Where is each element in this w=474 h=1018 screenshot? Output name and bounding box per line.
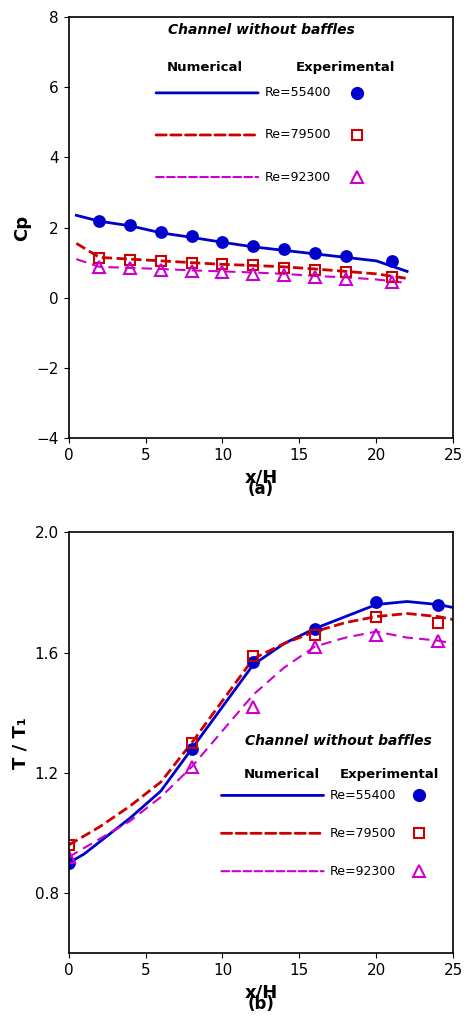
Text: Re=92300: Re=92300 bbox=[265, 171, 331, 183]
Text: Re=92300: Re=92300 bbox=[330, 864, 396, 878]
Text: Re=55400: Re=55400 bbox=[330, 789, 397, 802]
Text: Numerical: Numerical bbox=[167, 61, 243, 74]
Text: Experimental: Experimental bbox=[340, 768, 439, 781]
Text: Channel without baffles: Channel without baffles bbox=[245, 734, 431, 748]
Text: Re=79500: Re=79500 bbox=[330, 827, 397, 840]
Y-axis label: T / T₁: T / T₁ bbox=[11, 717, 29, 769]
Text: (a): (a) bbox=[248, 480, 274, 498]
Text: Re=55400: Re=55400 bbox=[265, 87, 331, 100]
X-axis label: x/H: x/H bbox=[244, 983, 278, 1002]
Text: Re=79500: Re=79500 bbox=[265, 128, 331, 142]
X-axis label: x/H: x/H bbox=[244, 468, 278, 487]
Text: (b): (b) bbox=[247, 996, 274, 1013]
Text: Channel without baffles: Channel without baffles bbox=[168, 23, 355, 38]
Y-axis label: Cp: Cp bbox=[13, 215, 31, 240]
Text: Numerical: Numerical bbox=[244, 768, 320, 781]
Text: Experimental: Experimental bbox=[296, 61, 395, 74]
